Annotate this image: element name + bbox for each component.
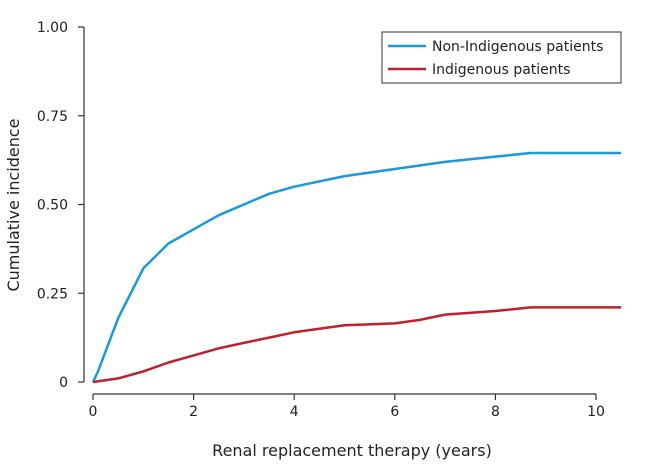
y-tick-label: 0.50: [37, 198, 68, 214]
x-tick-label: 6: [390, 404, 399, 420]
x-tick-label: 10: [587, 404, 605, 420]
x-tick-label: 8: [491, 404, 500, 420]
y-axis-label: Cumulative incidence: [4, 118, 23, 291]
legend-label-non-indigenous: Non-Indigenous patients: [432, 39, 603, 55]
legend: Non-Indigenous patients Indigenous patie…: [381, 31, 622, 84]
y-tick-label: 0.25: [37, 286, 68, 302]
legend-box: [381, 31, 622, 84]
y-tick-label: 0: [59, 375, 68, 391]
series-line-non-indigenous: [91, 151, 622, 383]
x-tick-label: 0: [89, 404, 98, 420]
x-tick-label: 4: [290, 404, 299, 420]
legend-label-indigenous: Indigenous patients: [432, 62, 570, 78]
y-tick-label: 0.75: [37, 109, 68, 125]
x-axis-label: Renal replacement therapy (years): [212, 441, 492, 460]
series-line-indigenous: [92, 306, 622, 384]
y-tick-label: 1.00: [37, 20, 68, 36]
x-tick-label: 2: [189, 404, 198, 420]
